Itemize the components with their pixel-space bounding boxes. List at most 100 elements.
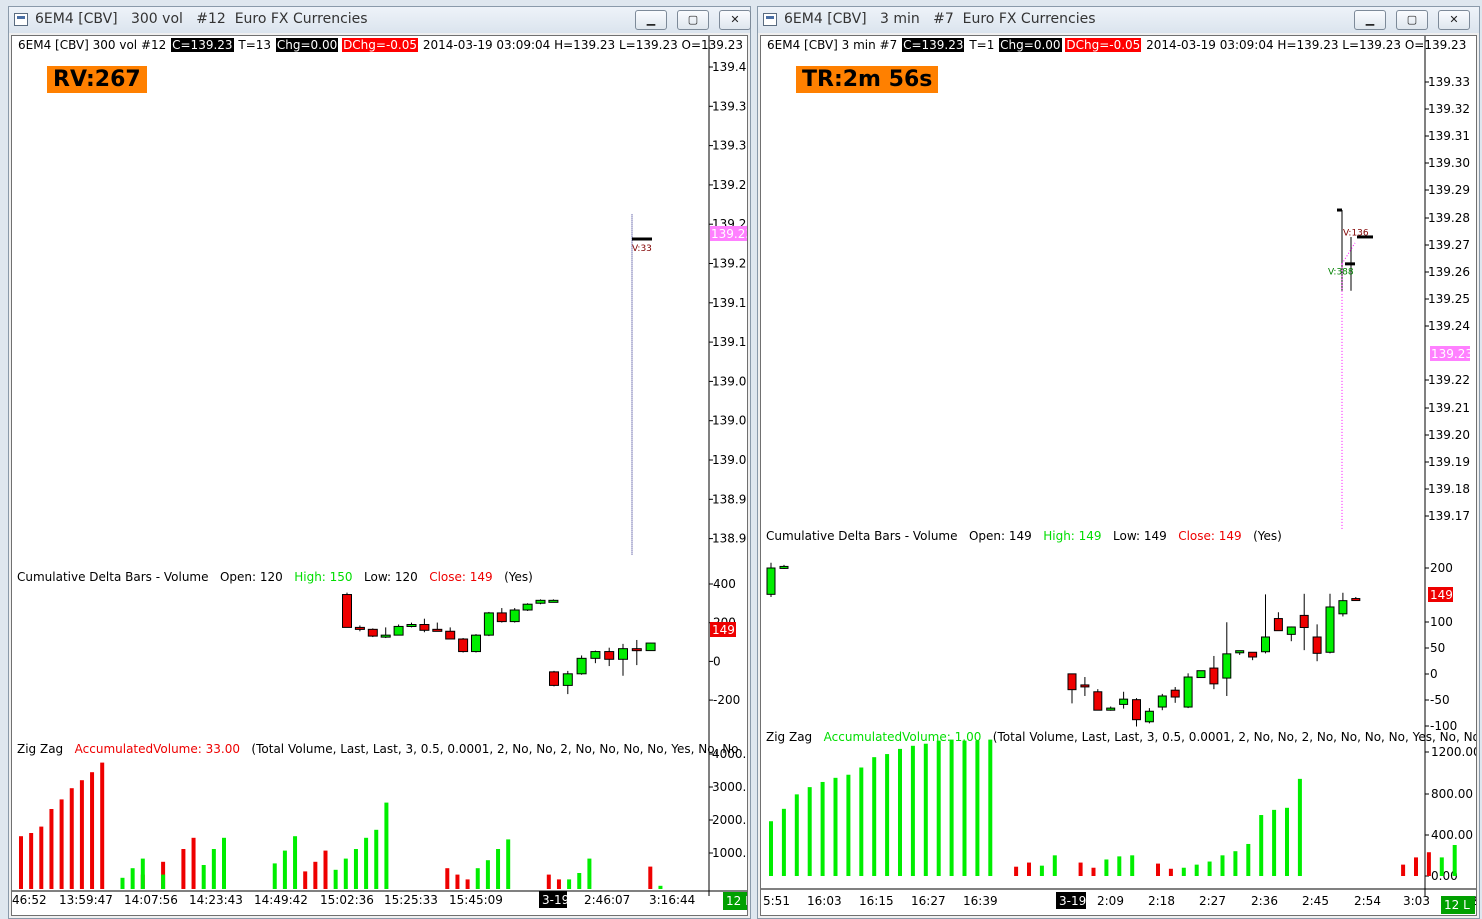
time-axis-label: 2:36	[1251, 894, 1278, 908]
zigzag-volume-bar	[49, 809, 54, 889]
zigzag-volume-bar	[898, 748, 902, 876]
time-axis-label: 2:45	[1302, 894, 1329, 908]
time-axis-label: 3-19	[542, 893, 569, 907]
delta-candle	[1235, 650, 1245, 654]
daily-change-value: DChg=-0.05	[342, 38, 419, 52]
price-connector	[1341, 242, 1356, 265]
zigzag-panel-label: Zig Zag AccumulatedVolume: 1.00 (Total V…	[766, 730, 1477, 744]
axis-tick-label: 800.00	[1431, 787, 1473, 801]
maximize-button[interactable]: ▢	[1396, 10, 1428, 30]
time-axis-label: 5:51	[763, 894, 790, 908]
chart-canvas[interactable]: 139.40139.36139.32139.28139.24139.20139.…	[12, 36, 748, 916]
delta-last-label: 149	[1430, 588, 1453, 602]
time-axis-label: 15:02:36	[320, 893, 374, 907]
time-axis-label: 16:15	[859, 894, 894, 908]
bar-info: 2014-03-19 03:09:04 H=139.23 L=139.23 O=…	[422, 38, 748, 52]
corner-status-bg	[1441, 896, 1475, 914]
zigzag-volume-bar	[1414, 857, 1418, 876]
title-bar[interactable]: 6EM4 [CBV] 300 vol #12 Euro FX Currencie…	[9, 7, 751, 33]
zigzag-volume-bar	[1259, 815, 1264, 876]
zigzag-volume-bar	[1220, 855, 1225, 876]
close-button[interactable]: ✕	[719, 10, 751, 30]
axis-tick-label: 139.16	[712, 296, 748, 310]
delta-study-name: Cumulative Delta Bars - Volume	[17, 570, 209, 584]
last-price-marker	[710, 226, 747, 241]
delta-open: Open: 149	[968, 529, 1032, 543]
zigzag-volume-bar	[313, 861, 318, 889]
delta-candle	[576, 657, 587, 675]
axis-tick-label: 139.36	[712, 99, 748, 113]
delta-candle	[432, 628, 443, 632]
chart-window-300vol[interactable]: 6EM4 [CBV] 300 vol #12 Euro FX Currencie…	[8, 6, 751, 919]
delta-candle	[779, 565, 789, 569]
axis-tick-label: 2000.00	[712, 813, 748, 827]
zigzag-volume-bar	[293, 836, 298, 889]
delta-candle	[1093, 691, 1103, 711]
axis-tick-label: 0	[713, 654, 721, 668]
zigzag-volume-bar	[59, 799, 64, 889]
delta-last-marker	[1428, 587, 1453, 602]
delta-candle	[1286, 626, 1296, 635]
corner-status: 12 L	[1444, 898, 1470, 912]
axis-tick-label: -200	[713, 693, 740, 707]
maximize-button[interactable]: ▢	[677, 10, 709, 30]
axis-tick-label: 200	[1430, 561, 1453, 575]
zigzag-volume-bar	[546, 874, 551, 889]
minimize-button[interactable]: ▁	[635, 10, 667, 30]
close-button[interactable]: ✕	[1438, 10, 1470, 30]
axis-tick-label: 139.24	[1428, 319, 1470, 333]
axis-tick-label: 50	[1430, 641, 1445, 655]
zigzag-volume-bar	[465, 879, 470, 889]
delta-candle	[1248, 651, 1258, 658]
delta-low: Low: 120	[364, 570, 418, 584]
delta-candle	[548, 599, 559, 603]
chart-window-3min[interactable]: 6EM4 [CBV] 3 min #7 Euro FX Currencies ▁…	[757, 6, 1480, 919]
chart-area[interactable]: 139.40139.36139.32139.28139.24139.20139.…	[11, 35, 748, 916]
axis-tick-label: 0.00	[1431, 869, 1458, 883]
delta-candle	[1067, 673, 1077, 691]
zigzag-volume-bar	[1014, 866, 1019, 876]
axis-tick-label: 1000.00	[712, 846, 748, 860]
axis-tick-label: 400	[713, 577, 736, 591]
axis-tick-label: 139.20	[712, 257, 748, 271]
axis-tick-label: 139.30	[1428, 156, 1470, 170]
close-value: C=139.23	[171, 38, 234, 52]
delta-candle	[1312, 636, 1322, 654]
axis-tick-label: 139.08	[712, 374, 748, 388]
minimize-button[interactable]: ▁	[1354, 10, 1386, 30]
axis-tick-label: 3000.00	[712, 780, 748, 794]
axis-tick-label: 139.27	[1428, 238, 1470, 252]
date-marker-bg	[539, 891, 567, 908]
time-axis-label: 3-19	[1059, 894, 1086, 908]
chart-header: 6EM4 [CBV] 3 min #7 C=139.23 T=1 Chg=0.0…	[766, 38, 1467, 52]
delta-candle	[1144, 710, 1154, 723]
instrument-label: 6EM4 [CBV] 3 min #7	[767, 38, 898, 52]
axis-tick-label: 138.92	[712, 532, 748, 546]
delta-candle	[645, 642, 656, 652]
zigzag-volume-bar	[303, 871, 308, 889]
chart-canvas[interactable]: 139.33 139.32 139.31 139.30 139.29 139.28 139.…	[761, 36, 1477, 916]
zigzag-volume-bar	[19, 836, 23, 889]
zigzag-params: (Total Volume, Last, Last, 3, 0.5, 0.000…	[251, 742, 739, 756]
axis-tick-label: 139.20	[1428, 428, 1470, 442]
delta-candle	[1338, 600, 1348, 615]
axis-tick-label: 139.26	[1428, 265, 1470, 279]
chart-area[interactable]: 139.33 139.32 139.31 139.30 139.29 139.28 139.…	[760, 35, 1477, 916]
delta-open: Open: 120	[219, 570, 283, 584]
zigzag-volume-bar	[29, 833, 34, 889]
zigzag-volume-bar	[859, 767, 864, 876]
time-axis-label: 3:16:44	[649, 893, 695, 907]
zigzag-volume-bar	[69, 788, 74, 889]
chart-app-icon	[763, 13, 777, 26]
zigzag-volume-bar	[1439, 857, 1444, 876]
zigzag-volume-bar	[181, 849, 186, 889]
title-bar[interactable]: 6EM4 [CBV] 3 min #7 Euro FX Currencies ▁…	[758, 7, 1479, 33]
delta-candle	[458, 638, 469, 653]
zigzag-volume-bar	[506, 839, 511, 889]
axis-tick-label: 139.40	[712, 60, 748, 74]
zigzag-params: (Total Volume, Last, Last, 3, 0.5, 0.000…	[992, 730, 1477, 744]
delta-candle	[1183, 676, 1193, 708]
zigzag-volume-bar	[658, 885, 663, 889]
delta-yes: (Yes)	[504, 570, 533, 584]
zigzag-volume-bar	[1078, 862, 1083, 876]
